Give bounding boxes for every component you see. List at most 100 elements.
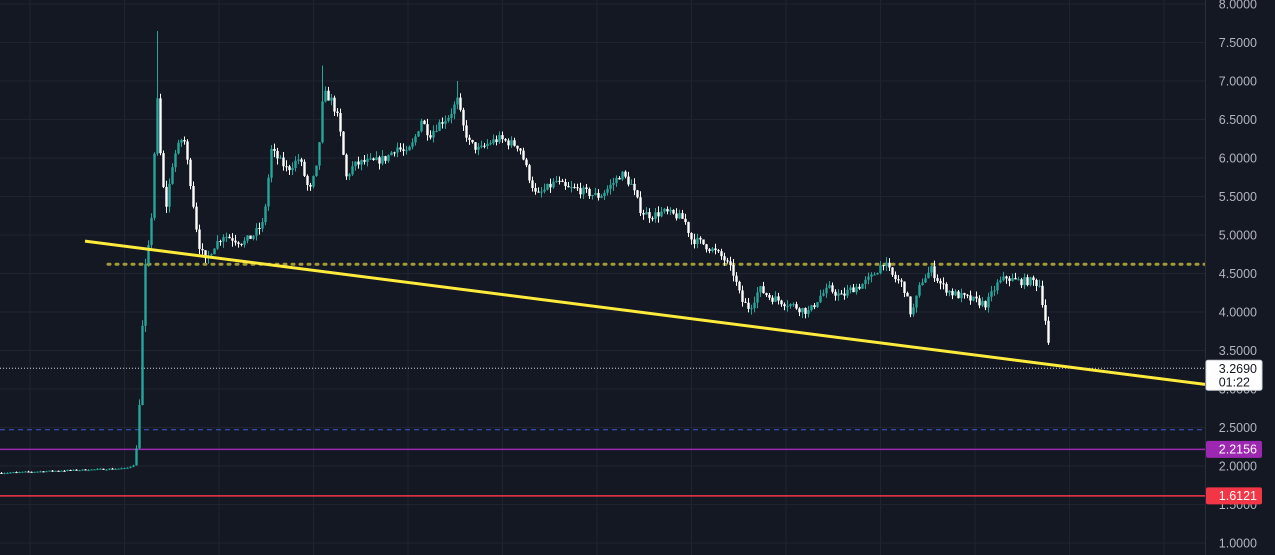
candle-body — [294, 160, 297, 169]
candle-body — [177, 142, 180, 154]
candle-body — [978, 298, 981, 306]
candle-body — [51, 470, 54, 472]
candle-body — [582, 187, 585, 195]
candle-body — [636, 190, 639, 198]
candle-body — [618, 177, 621, 180]
candle-body — [555, 180, 558, 182]
red-level-badge-text: 1.6121 — [1219, 489, 1257, 503]
price-axis[interactable]: 1.00001.50002.00002.50003.00003.50004.00… — [1205, 0, 1275, 555]
candle-body — [504, 139, 507, 141]
candle-body — [258, 228, 261, 230]
candle-body — [375, 157, 378, 161]
candle-body — [48, 470, 51, 472]
candle-body — [675, 213, 678, 219]
candle-body — [981, 301, 984, 306]
candle-body — [117, 468, 120, 470]
candle-body — [249, 235, 252, 239]
candle-body — [447, 117, 450, 121]
candle-body — [855, 286, 858, 293]
candle-body — [381, 156, 384, 164]
candle-body — [780, 300, 783, 305]
y-tick-label: 5.5000 — [1219, 190, 1257, 204]
y-tick-label: 3.5000 — [1219, 344, 1257, 358]
candle-body — [795, 304, 798, 309]
candle-body — [360, 160, 363, 165]
candle-body — [333, 97, 336, 112]
candle-body — [579, 188, 582, 195]
candle-body — [1020, 279, 1023, 286]
candle-body — [822, 293, 825, 296]
candle-body — [402, 149, 405, 151]
candle-body — [39, 471, 42, 473]
candle-body — [171, 167, 174, 184]
candle-body — [957, 291, 960, 299]
purple-level-badge-text: 2.2156 — [1219, 442, 1257, 456]
candle-body — [750, 308, 753, 310]
candle-body — [21, 471, 24, 473]
candle-body — [699, 237, 702, 240]
candle-body — [192, 186, 195, 207]
candle-body — [69, 470, 72, 472]
candle-body — [492, 139, 495, 144]
trendline[interactable] — [84, 239, 1206, 386]
y-tick-label: 1.0000 — [1219, 537, 1257, 551]
candle-body — [603, 192, 606, 197]
candle-body — [996, 282, 999, 291]
candle-body — [621, 171, 624, 180]
candle-body — [798, 308, 801, 313]
candle-body — [612, 182, 615, 185]
candle-body — [915, 295, 918, 308]
candle-body — [1026, 277, 1029, 286]
candle-body — [183, 139, 186, 142]
candle-body — [711, 248, 714, 251]
candle-body — [828, 285, 831, 288]
candle-body — [132, 465, 135, 467]
candle-body — [993, 290, 996, 292]
candle-body — [489, 143, 492, 145]
candle-body — [1023, 277, 1026, 286]
y-tick-label: 5.0000 — [1219, 229, 1257, 243]
candle-body — [591, 194, 594, 197]
candle-body — [12, 472, 15, 474]
candle-body — [432, 131, 435, 138]
candle-body — [987, 296, 990, 308]
candle-body — [927, 272, 930, 279]
candle-body — [1047, 320, 1050, 343]
candle-body — [693, 239, 696, 244]
y-tick-label: 6.0000 — [1219, 152, 1257, 166]
candle-body — [306, 175, 309, 185]
candle-body — [168, 183, 171, 207]
candle-body — [966, 294, 969, 296]
candle-body — [732, 264, 735, 276]
candle-body — [156, 98, 159, 154]
candle-body — [882, 265, 885, 267]
candle-body — [786, 306, 789, 308]
candle-body — [507, 140, 510, 146]
candle-body — [225, 236, 228, 238]
candle-body — [420, 120, 423, 132]
candle-body — [342, 131, 345, 155]
candle-body — [315, 165, 318, 177]
candle-body — [336, 111, 339, 113]
candle-body — [405, 150, 408, 152]
candle-body — [213, 248, 216, 255]
candle-body — [129, 466, 132, 468]
candle-body — [891, 267, 894, 275]
candle-body — [843, 293, 846, 296]
candle-body — [831, 285, 834, 292]
candle-body — [108, 468, 111, 470]
trendline-group[interactable] — [84, 239, 1206, 386]
candle-body — [801, 308, 804, 313]
candle-body — [264, 206, 267, 223]
candle-body — [303, 161, 306, 176]
candle-body — [417, 131, 420, 137]
candle-body — [735, 275, 738, 282]
candle-body — [681, 213, 684, 219]
last-price-badge — [1205, 359, 1263, 391]
candle-body — [453, 104, 456, 114]
candle-body — [720, 251, 723, 257]
candle-body — [1029, 277, 1032, 286]
